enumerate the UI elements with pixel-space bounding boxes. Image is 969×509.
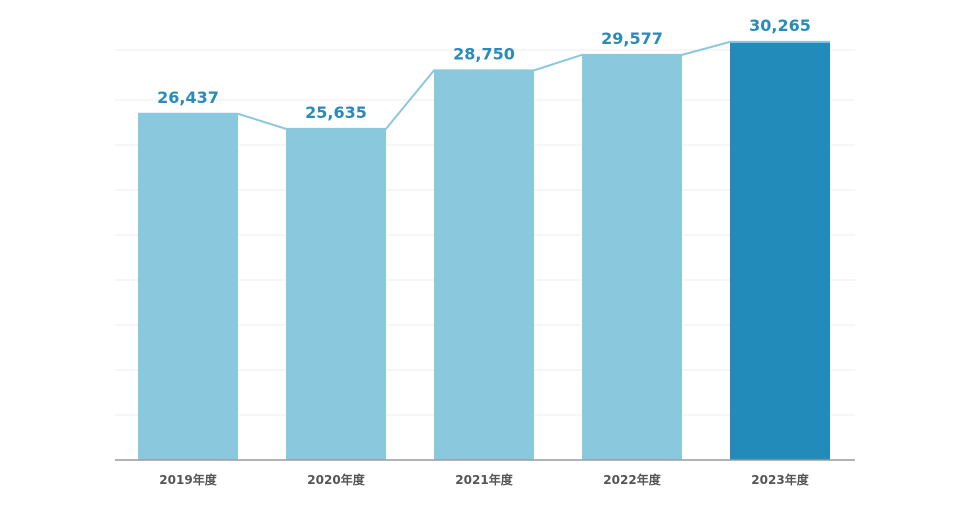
x-tick-label-3: 2022年度 [603, 472, 661, 487]
bar-0 [138, 113, 238, 461]
x-tick-label-4: 2023年度 [751, 472, 809, 487]
bar-1 [286, 128, 386, 461]
data-label-0: 26,437 [157, 88, 219, 107]
x-tick-label-1: 2020年度 [307, 472, 365, 487]
data-labels: 26,437 25,635 28,750 29,577 30,265 [157, 16, 811, 122]
trend-line-group [138, 40, 830, 130]
data-label-1: 25,635 [305, 103, 367, 122]
bar-4 [730, 41, 830, 460]
bar-2 [434, 70, 534, 460]
trend-line [138, 40, 830, 130]
data-label-3: 29,577 [601, 29, 663, 48]
data-label-4: 30,265 [749, 16, 811, 35]
data-label-2: 28,750 [453, 44, 515, 63]
bar-3 [582, 54, 682, 461]
bars [138, 41, 830, 461]
x-tick-labels: 2019年度 2020年度 2021年度 2022年度 2023年度 [159, 472, 809, 487]
x-tick-label-0: 2019年度 [159, 472, 217, 487]
x-tick-label-2: 2021年度 [455, 472, 513, 487]
